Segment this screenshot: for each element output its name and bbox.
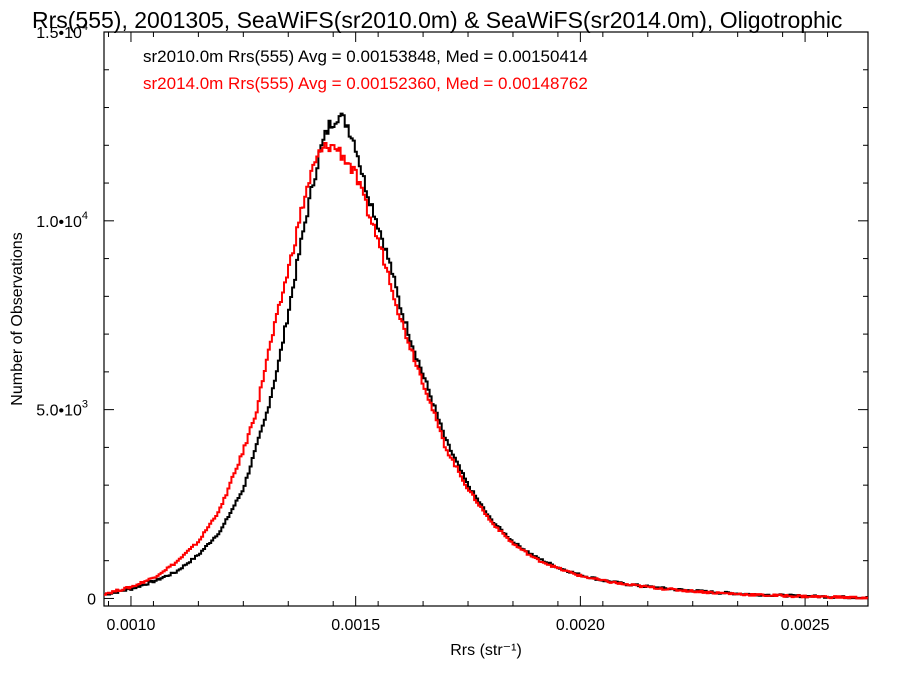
series-line-2 bbox=[104, 142, 868, 600]
y-tick-label-exponent: 4 bbox=[82, 210, 88, 222]
y-tick-label-exponent: 3 bbox=[82, 399, 88, 411]
y-tick-label: 0 bbox=[87, 591, 96, 608]
x-tick-label: 0.0015 bbox=[331, 617, 380, 634]
y-tick-label: 1.0•104 bbox=[36, 210, 88, 231]
legend: sr2010.0m Rrs(555) Avg = 0.00153848, Med… bbox=[143, 47, 588, 93]
legend-entry-1: sr2010.0m Rrs(555) Avg = 0.00153848, Med… bbox=[143, 47, 588, 66]
x-axis: 0.0010 0.0015 0.0020 0.0025 bbox=[106, 32, 830, 634]
y-tick-label-base: 0 bbox=[87, 591, 96, 608]
y-tick-label-exponent: 4 bbox=[82, 21, 88, 33]
x-tick-label: 0.0020 bbox=[556, 617, 605, 634]
x-axis-label: Rrs (str⁻¹) bbox=[450, 642, 522, 659]
plot-frame bbox=[103, 31, 869, 607]
series-line-1 bbox=[104, 112, 868, 600]
y-tick-label-base: 5.0•10 bbox=[36, 403, 82, 420]
y-tick-label: 5.0•103 bbox=[36, 399, 88, 420]
legend-entry-2: sr2014.0m Rrs(555) Avg = 0.00152360, Med… bbox=[143, 74, 588, 93]
y-axis-label: Number of Observations bbox=[9, 232, 26, 405]
x-tick-label: 0.0010 bbox=[106, 617, 155, 634]
y-tick-label: 1.5•104 bbox=[36, 21, 88, 42]
y-tick-label-base: 1.0•10 bbox=[36, 214, 82, 231]
series-layer bbox=[104, 112, 868, 600]
chart-title: Rrs(555), 2001305, SeaWiFS(sr2010.0m) & … bbox=[32, 7, 842, 33]
y-tick-label-base: 1.5•10 bbox=[36, 25, 82, 42]
x-tick-label: 0.0025 bbox=[781, 617, 830, 634]
